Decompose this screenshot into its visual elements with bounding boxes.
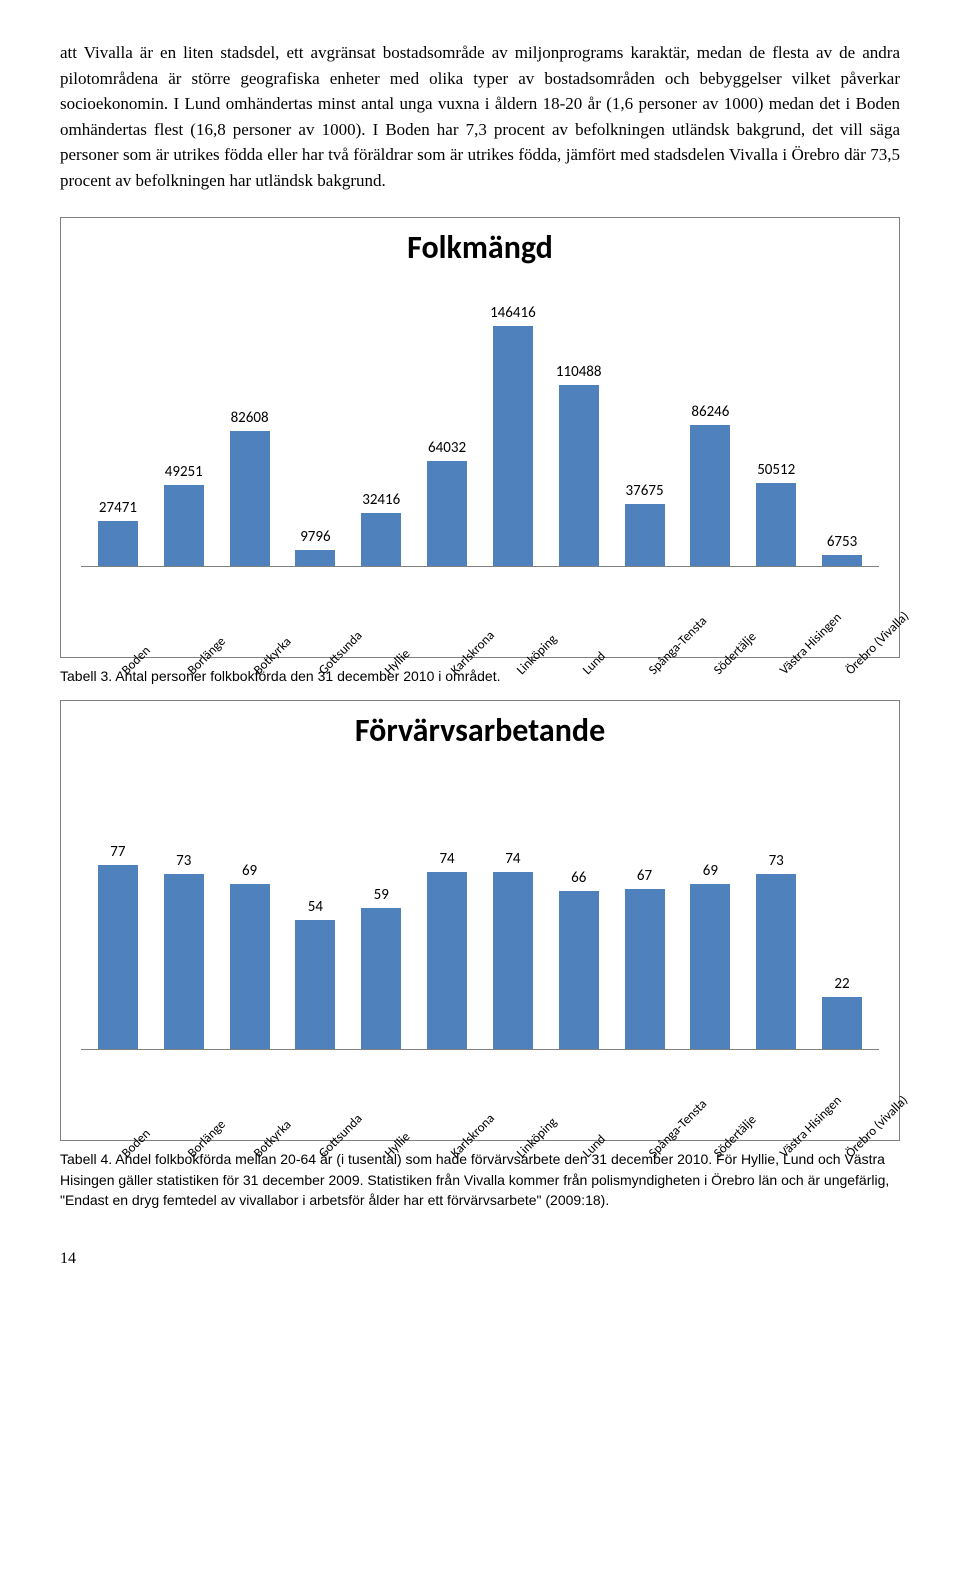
chart-title: Folkmängd: [81, 228, 879, 267]
bar-value-label: 146416: [490, 304, 536, 322]
bar-value-label: 6753: [827, 533, 857, 551]
body-paragraph: att Vivalla är en liten stadsdel, ett av…: [60, 40, 900, 193]
bar-group: 69: [677, 862, 743, 1050]
caption-tabell-4: Tabell 4. Andel folkbokförda mellan 20-6…: [60, 1149, 900, 1210]
bar: [756, 483, 796, 566]
bar-group: 74: [414, 850, 480, 1050]
bar: [822, 555, 862, 566]
bar-group: 64032: [414, 439, 480, 566]
chart-bars-area: 27471 49251 82608 9796 32416 64032 146416 11048…: [81, 287, 879, 567]
bar-value-label: 69: [703, 862, 718, 880]
bar-value-label: 32416: [362, 491, 400, 509]
bar-group: 9796: [282, 528, 348, 566]
bar-value-label: 27471: [99, 499, 137, 517]
bar-group: 73: [151, 852, 217, 1049]
bar: [230, 884, 270, 1050]
bar-group: 74: [480, 850, 546, 1050]
bar-value-label: 49251: [165, 463, 203, 481]
bar-value-label: 69: [242, 862, 257, 880]
bar: [756, 874, 796, 1049]
bar-group: 146416: [480, 304, 546, 566]
bar: [98, 521, 138, 566]
page-number: 14: [60, 1250, 900, 1268]
bar-value-label: 82608: [231, 409, 269, 427]
bar-value-label: 9796: [300, 528, 330, 546]
bar-group: 32416: [348, 491, 414, 566]
bar: [164, 485, 204, 566]
bar-group: 110488: [546, 363, 612, 566]
bar: [822, 997, 862, 1050]
forvarvsarbetande-chart: Förvärvsarbetande 77 73 69 54 59 74 74 66 67 69 73…: [60, 700, 900, 1141]
bar: [625, 889, 665, 1050]
bar-group: 6753: [809, 533, 875, 566]
bar-value-label: 54: [308, 898, 323, 916]
bar-value-label: 22: [834, 975, 849, 993]
chart-bars-area: 77 73 69 54 59 74 74 66 67 69 73 22: [81, 770, 879, 1050]
bar: [493, 326, 533, 566]
bar: [230, 431, 270, 566]
folkmangd-chart: Folkmängd 27471 49251 82608 9796 32416 64032 1…: [60, 217, 900, 658]
bar-group: 49251: [151, 463, 217, 566]
bar-group: 86246: [677, 403, 743, 566]
bar: [427, 872, 467, 1050]
bar: [164, 874, 204, 1049]
bar-value-label: 64032: [428, 439, 466, 457]
bar: [559, 385, 599, 566]
bar-group: 54: [282, 898, 348, 1050]
bar-value-label: 77: [110, 843, 125, 861]
bar-value-label: 86246: [691, 403, 729, 421]
bar-value-label: 110488: [556, 363, 602, 381]
bar-value-label: 74: [505, 850, 520, 868]
bar: [361, 513, 401, 566]
bar: [295, 920, 335, 1050]
bar: [361, 908, 401, 1050]
bar: [690, 425, 730, 566]
bar-group: 82608: [217, 409, 283, 566]
bar: [295, 550, 335, 566]
bar-value-label: 74: [439, 850, 454, 868]
bar-group: 37675: [612, 482, 678, 566]
bar-group: 73: [743, 852, 809, 1049]
bar-value-label: 73: [176, 852, 191, 870]
bar: [98, 865, 138, 1050]
bar-group: 27471: [85, 499, 151, 566]
bar-group: 59: [348, 886, 414, 1050]
bar: [493, 872, 533, 1050]
bar-group: 22: [809, 975, 875, 1050]
chart-title: Förvärvsarbetande: [81, 711, 879, 750]
bar: [559, 891, 599, 1049]
bar-value-label: 73: [769, 852, 784, 870]
bar-value-label: 66: [571, 869, 586, 887]
bar-group: 66: [546, 869, 612, 1049]
bar-group: 67: [612, 867, 678, 1050]
bar: [625, 504, 665, 566]
bar: [690, 884, 730, 1050]
bar-group: 69: [217, 862, 283, 1050]
bar: [427, 461, 467, 566]
bar-value-label: 67: [637, 867, 652, 885]
bar-value-label: 50512: [757, 461, 795, 479]
bar-value-label: 37675: [626, 482, 664, 500]
bar-value-label: 59: [374, 886, 389, 904]
bar-group: 77: [85, 843, 151, 1050]
bar-group: 50512: [743, 461, 809, 566]
